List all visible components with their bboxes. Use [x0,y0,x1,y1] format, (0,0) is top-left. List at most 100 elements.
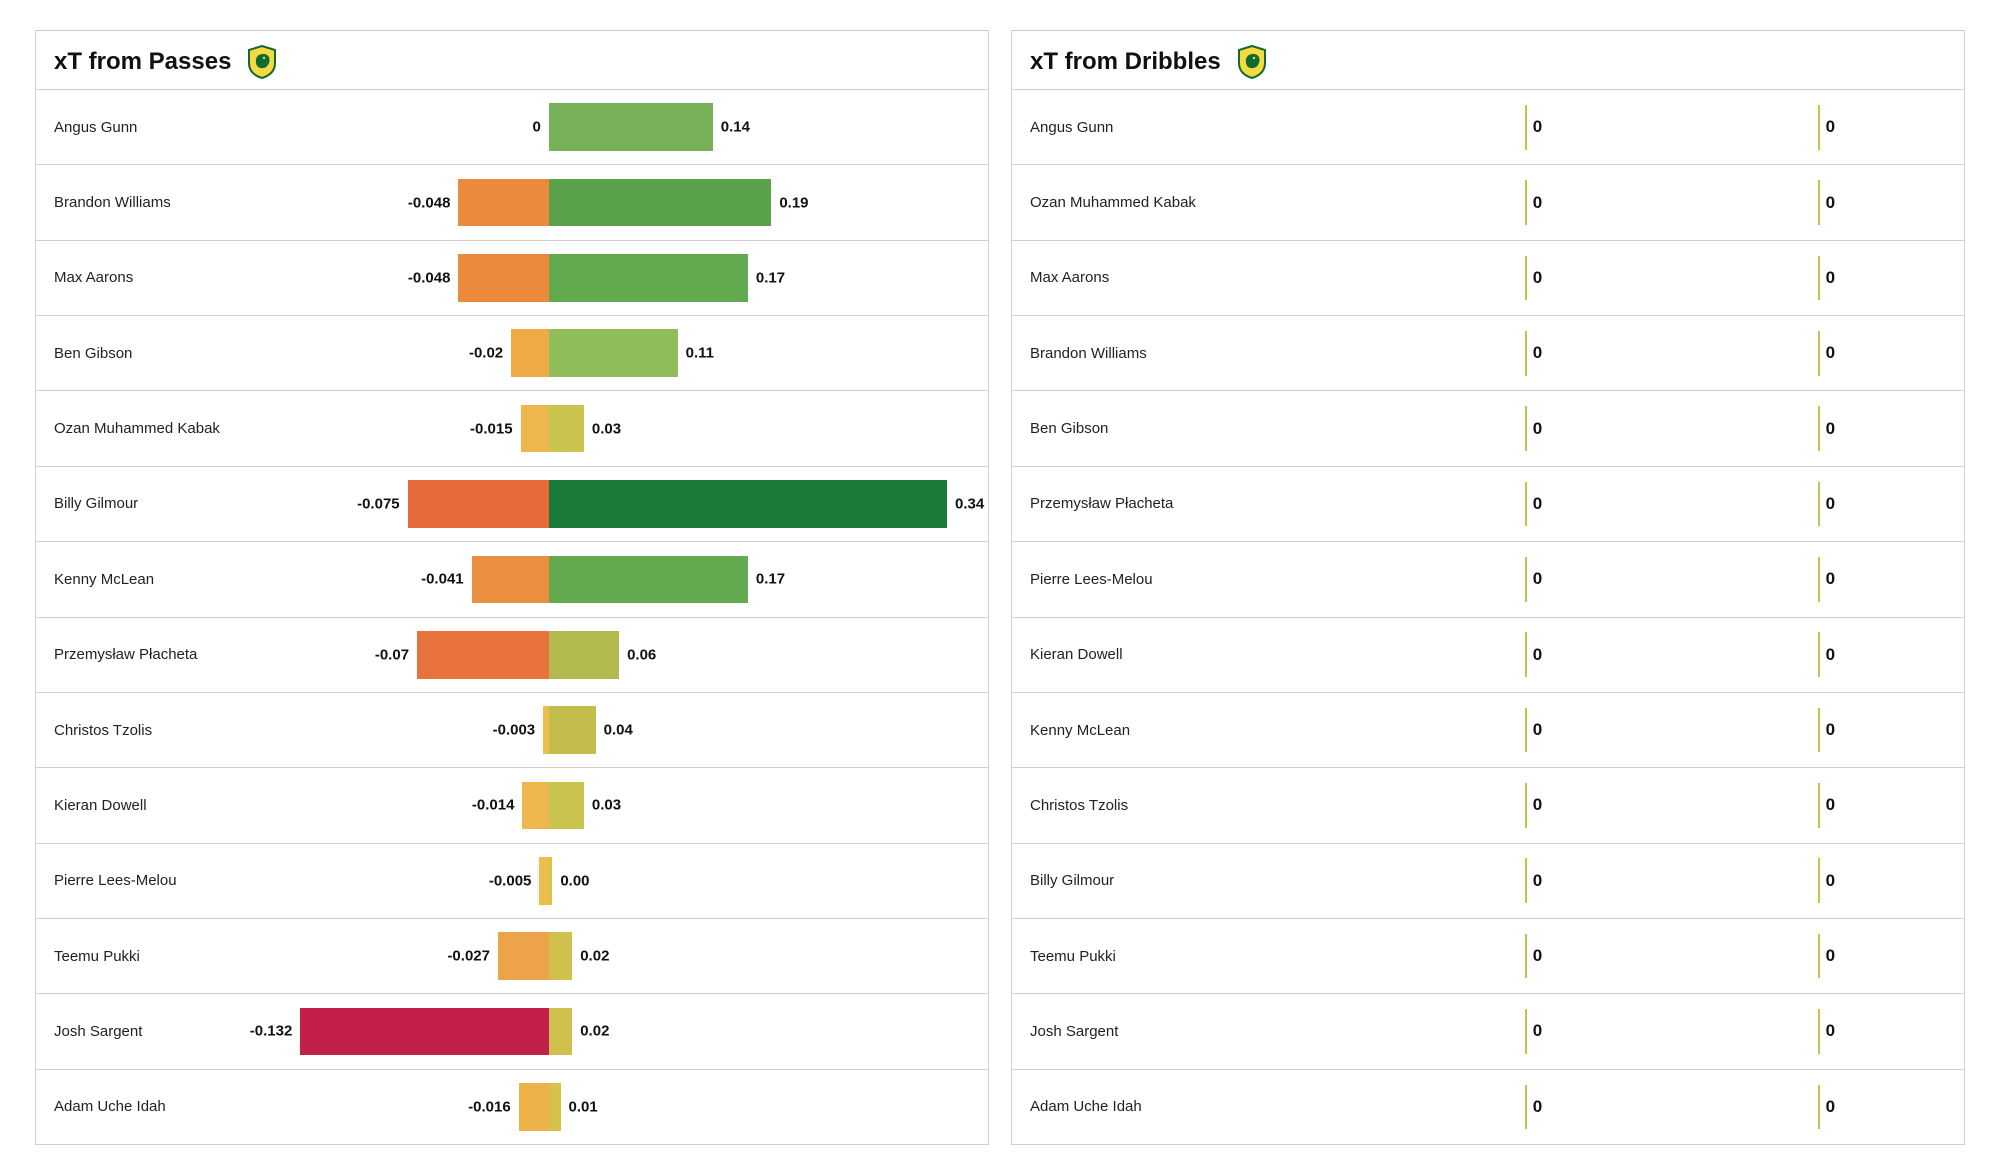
negative-bar [417,631,549,679]
zero-tick [1818,331,1820,376]
zero-tick [1818,934,1820,979]
table-row: Teemu Pukki00 [1012,918,1964,994]
table-row: Pierre Lees-Melou00 [1012,542,1964,617]
player-name: Adam Uche Idah [36,1070,256,1144]
bar-cell: -0.07 0.06 [256,618,988,692]
zero-tick [1818,1009,1820,1054]
zero-tick [1525,1085,1527,1130]
table-row: Billy Gilmour00 [1012,844,1964,919]
zero-value: 0 [1533,1021,1542,1041]
player-name: Billy Gilmour [36,467,256,541]
player-name: Pierre Lees-Melou [36,844,256,918]
bar-cell: -0.0480.19 [256,165,988,239]
player-name: Max Aarons [36,241,256,315]
zero-tick [1525,708,1527,753]
zero-value: 0 [1533,268,1542,288]
table-row: Ben Gibson-0.020.11 [36,316,988,391]
zero-tick [1818,632,1820,677]
zero-tick [1525,783,1527,828]
player-name: Przemysław Płacheta [36,618,256,692]
positive-bar [549,706,596,754]
table-row: Ozan Muhammed Kabak00 [1012,165,1964,240]
zero-tick [1525,256,1527,301]
bar-cell: 00.14 [256,90,988,164]
table-row: Teemu Pukki-0.0270.02 [36,918,988,994]
table-row: Christos Tzolis00 [1012,768,1964,843]
positive-value: 0.02 [580,1023,609,1040]
table-row: Christos Tzolis-0.0030.04 [36,693,988,768]
bar-cell: -0.015 0.03 [256,391,988,465]
player-name: Ozan Muhammed Kabak [1012,165,1232,239]
bar-cell: -0.1320.02 [256,994,988,1068]
zero-value: 0 [1533,569,1542,589]
table-row: Billy Gilmour-0.0750.34 [36,466,988,542]
bar-cell: 00 [1232,241,1964,315]
bar-cell: 00 [1232,165,1964,239]
zero-tick [1818,708,1820,753]
positive-bar [549,1083,561,1131]
positive-value: 0.06 [627,646,656,663]
table-row: Brandon Williams-0.0480.19 [36,165,988,240]
player-name: Ben Gibson [1012,391,1232,465]
zero-tick [1818,783,1820,828]
positive-value: 0.03 [592,420,621,437]
table-row: Adam Uche Idah00 [1012,1070,1964,1144]
zero-value: 0 [1533,343,1542,363]
bar-cell: -0.048 0.17 [256,241,988,315]
zero-value: 0 [1826,268,1835,288]
negative-value: -0.07 [375,646,409,663]
negative-value: 0 [532,119,540,136]
negative-value: -0.015 [470,420,513,437]
positive-value: 0.04 [604,722,633,739]
zero-value: 0 [1826,645,1835,665]
table-row: Ozan Muhammed Kabak-0.0150.03 [36,391,988,466]
positive-bar [549,556,748,604]
zero-tick [1525,406,1527,451]
positive-value: 0.34 [955,495,984,512]
negative-value: -0.014 [472,797,515,814]
positive-value: 0.19 [779,194,808,211]
player-name: Kenny McLean [1012,693,1232,767]
negative-value: -0.132 [250,1023,293,1040]
zero-value: 0 [1533,193,1542,213]
zero-value: 0 [1826,569,1835,589]
bar-cell: 00 [1232,90,1964,164]
negative-value: -0.016 [468,1098,511,1115]
table-row: Kieran Dowell-0.0140.03 [36,768,988,843]
bar-cell: -0.0410.17 [256,542,988,616]
player-name: Przemysław Płacheta [1012,467,1232,541]
negative-bar [522,782,548,830]
positive-bar [549,480,947,528]
positive-value: 0.14 [721,119,750,136]
table-row: Brandon Williams00 [1012,316,1964,391]
bar-cell: 00 [1232,542,1964,616]
zero-tick [1525,632,1527,677]
positive-value: 0.11 [686,345,714,362]
zero-value: 0 [1533,645,1542,665]
passes-rows: Angus Gunn00.14Brandon Williams-0.0480.1… [36,90,988,1144]
zero-value: 0 [1826,117,1835,137]
negative-value: -0.048 [408,269,451,286]
player-name: Christos Tzolis [1012,768,1232,842]
negative-value: -0.041 [421,571,464,588]
table-row: Max Aarons -0.048 0.17 [36,241,988,316]
negative-bar [539,857,548,905]
zero-tick [1525,1009,1527,1054]
zero-tick [1818,180,1820,225]
negative-bar [300,1008,548,1056]
negative-bar [498,932,549,980]
zero-value: 0 [1533,720,1542,740]
zero-value: 0 [1826,343,1835,363]
zero-tick [1525,331,1527,376]
player-name: Christos Tzolis [36,693,256,767]
table-row: Josh Sargent-0.1320.02 [36,994,988,1069]
positive-value: 0.17 [756,269,785,286]
bar-cell: 00 [1232,316,1964,390]
table-row: Przemysław Płacheta00 [1012,466,1964,542]
negative-value: -0.02 [469,345,503,362]
bar-cell: 00 [1232,768,1964,842]
player-name: Kieran Dowell [36,768,256,842]
club-crest-icon [1237,45,1267,79]
table-row: Angus Gunn00.14 [36,90,988,165]
player-name: Brandon Williams [1012,316,1232,390]
